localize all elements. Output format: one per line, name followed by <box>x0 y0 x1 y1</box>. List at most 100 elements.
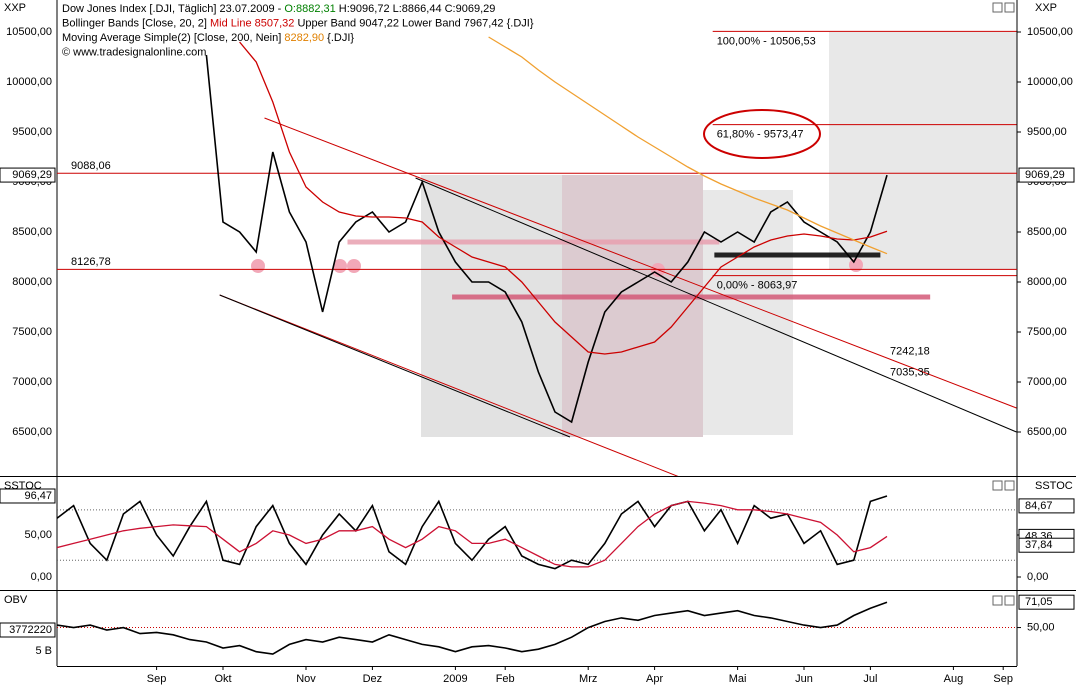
series-line <box>488 36 888 255</box>
button[interactable] <box>1004 2 1015 13</box>
legend-text: Dow Jones Index [.DJI, Täglich] 23.07.20… <box>62 3 284 15</box>
time-zones <box>421 32 1017 437</box>
price-tag-box <box>0 167 56 183</box>
x-tick-label: Feb <box>496 673 515 685</box>
legend-line: Moving Average Simple(2) [Close, 200, Ne… <box>62 32 354 44</box>
price-tag-box <box>0 488 56 504</box>
y-tick-label: 50,00 <box>1027 621 1055 633</box>
highlight <box>251 259 265 273</box>
window-buttons[interactable] <box>992 2 1015 606</box>
panel <box>57 495 1017 570</box>
legend-text: © www.tradesignalonline.com <box>62 46 206 58</box>
button[interactable] <box>992 595 1003 606</box>
price-tag-box <box>1018 498 1075 514</box>
button[interactable] <box>992 480 1003 491</box>
level-label: 9088,06 <box>71 160 111 172</box>
y-tick-label: 8500,00 <box>12 226 52 238</box>
price-tag: 9069,29 <box>1025 169 1065 181</box>
y-tick-label: 8000,00 <box>12 276 52 288</box>
button[interactable] <box>1004 480 1015 491</box>
x-tick-label: Mrz <box>579 673 597 685</box>
x-tick-label: Mai <box>729 673 747 685</box>
zone <box>562 175 703 437</box>
highlight <box>849 258 863 272</box>
series-line <box>57 495 888 570</box>
level-label: 61,80% - 9573,47 <box>717 129 804 141</box>
price-tag: 84,67 <box>1025 500 1053 512</box>
panel <box>57 601 1017 655</box>
price-tag: 9069,29 <box>12 169 52 181</box>
legend-text: O:8882,31 <box>284 3 335 15</box>
panel-label: XXP <box>1035 2 1057 14</box>
y-tick-label: 0,00 <box>1027 571 1048 583</box>
trend-line <box>219 294 679 476</box>
button[interactable] <box>1004 595 1015 606</box>
price-tag: 71,05 <box>1025 596 1053 608</box>
y-tick-label: 50,00 <box>24 529 52 541</box>
button[interactable] <box>992 2 1003 13</box>
panel-label: OBV <box>4 594 28 606</box>
price-tag-box <box>0 622 56 638</box>
y-tick-label: 0,00 <box>31 571 52 583</box>
legend-text: Moving Average Simple(2) [Close, 200, Ne… <box>62 32 284 44</box>
price-tag-box <box>1018 537 1075 553</box>
y-tick-label: 7000,00 <box>1027 376 1067 388</box>
y-tick-label: 7500,00 <box>12 326 52 338</box>
legend-line: Bollinger Bands [Close, 20, 2] Mid Line … <box>62 17 534 29</box>
x-tick-label: Aug <box>944 673 964 685</box>
trend-line <box>219 294 571 438</box>
y-tick-label: 9500,00 <box>1027 126 1067 138</box>
y-tick-label: 6500,00 <box>1027 426 1067 438</box>
price-tag-box <box>1018 594 1075 610</box>
y-tick-label: 10000,00 <box>1027 76 1073 88</box>
y-tick-label: 7000,00 <box>12 376 52 388</box>
zone <box>703 190 793 435</box>
legend-line: Dow Jones Index [.DJI, Täglich] 23.07.20… <box>62 3 495 15</box>
level-label: 0,00% - 8063,97 <box>717 280 798 292</box>
legend-text: Mid Line 8507,32 <box>210 17 294 29</box>
x-tick-label: Apr <box>646 673 663 685</box>
series-line <box>57 601 888 655</box>
frame <box>0 0 1076 667</box>
y-tick-label: 9500,00 <box>12 126 52 138</box>
series-line <box>239 41 888 355</box>
trend-label: 7242,18 <box>890 346 930 358</box>
highlight <box>347 259 361 273</box>
legend-text: 8282,90 <box>284 32 324 44</box>
x-tick-label: 2009 <box>443 673 467 685</box>
trend-line <box>415 177 1017 433</box>
x-tick-label: Dez <box>363 673 383 685</box>
panel <box>57 30 1017 476</box>
series-line <box>205 54 888 424</box>
legend-text: {.DJI} <box>324 32 354 44</box>
zone <box>829 32 1017 270</box>
level-label: 8126,78 <box>71 256 111 268</box>
left-label: 3772220 <box>9 624 52 636</box>
series-line <box>57 500 888 568</box>
x-tick-label: Nov <box>296 673 316 685</box>
legend-text: Upper Band 9047,22 Lower Band 7967,42 {.… <box>294 17 533 29</box>
legend-text: Bollinger Bands [Close, 20, 2] <box>62 17 210 29</box>
legend-text: H:9096,72 L:8866,44 C:9069,29 <box>336 3 496 15</box>
x-tick-label: Okt <box>214 673 231 685</box>
price-tag: 96,47 <box>24 490 52 502</box>
y-tick-label: 8500,00 <box>1027 226 1067 238</box>
y-tick-label: 6500,00 <box>12 426 52 438</box>
y-tick-label: 10500,00 <box>1027 26 1073 38</box>
highlight-ellipse <box>703 109 821 159</box>
x-tick-label: Sep <box>147 673 167 685</box>
x-tick-label: Jun <box>795 673 813 685</box>
trend-line <box>264 117 1017 409</box>
x-tick-label: Sep <box>993 673 1013 685</box>
price-tag: 37,84 <box>1025 539 1053 551</box>
y-tick-label: 10000,00 <box>6 76 52 88</box>
x-tick-label: Jul <box>863 673 877 685</box>
y-tick-label: 7500,00 <box>1027 326 1067 338</box>
level-label: 100,00% - 10506,53 <box>717 35 816 47</box>
trend-label: 7035,35 <box>890 366 930 378</box>
panel-label: XXP <box>4 2 26 14</box>
left-label: 5 B <box>35 645 52 657</box>
price-tag-box <box>1018 167 1075 183</box>
y-tick-label: 10500,00 <box>6 26 52 38</box>
